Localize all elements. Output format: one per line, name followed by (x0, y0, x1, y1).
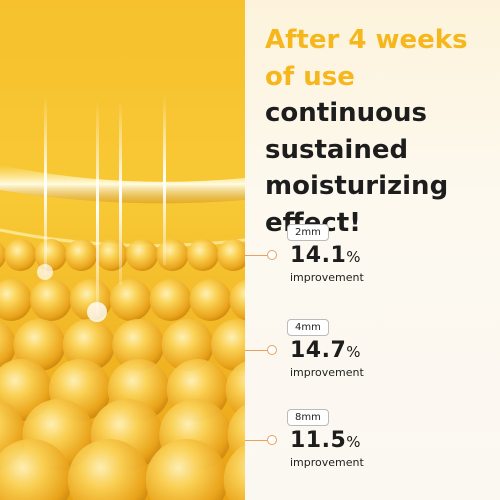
connector (245, 350, 267, 351)
connector (245, 440, 267, 441)
heading: After 4 weeks of use continuous sustaine… (265, 22, 490, 241)
caption: improvement (290, 366, 364, 379)
unit: % (346, 343, 362, 361)
unit: % (346, 433, 362, 451)
improvement-value: 14.7% (290, 338, 361, 363)
value: 14.7 (290, 338, 347, 363)
product-image (0, 0, 245, 500)
improvement-value: 11.5% (290, 428, 361, 453)
improvement-value: 14.1% (290, 243, 361, 268)
heading-text: continuous sustained moisturizing effect… (265, 98, 449, 238)
unit: % (346, 248, 362, 266)
marker (267, 345, 277, 355)
depth-label: 4mm (287, 319, 329, 336)
depth-label: 2mm (287, 224, 329, 241)
value: 14.1 (290, 243, 347, 268)
result-item: 8mm 11.5% improvement (245, 409, 500, 500)
result-item: 2mm 14.1% improvement (245, 224, 500, 321)
value: 11.5 (290, 428, 347, 453)
heading-highlight: After 4 weeks of use (265, 25, 468, 92)
caption: improvement (290, 456, 364, 469)
connector (245, 255, 267, 256)
result-item: 4mm 14.7% improvement (245, 319, 500, 416)
marker (267, 435, 277, 445)
caption: improvement (290, 271, 364, 284)
depth-label: 8mm (287, 409, 329, 426)
marker (267, 250, 277, 260)
